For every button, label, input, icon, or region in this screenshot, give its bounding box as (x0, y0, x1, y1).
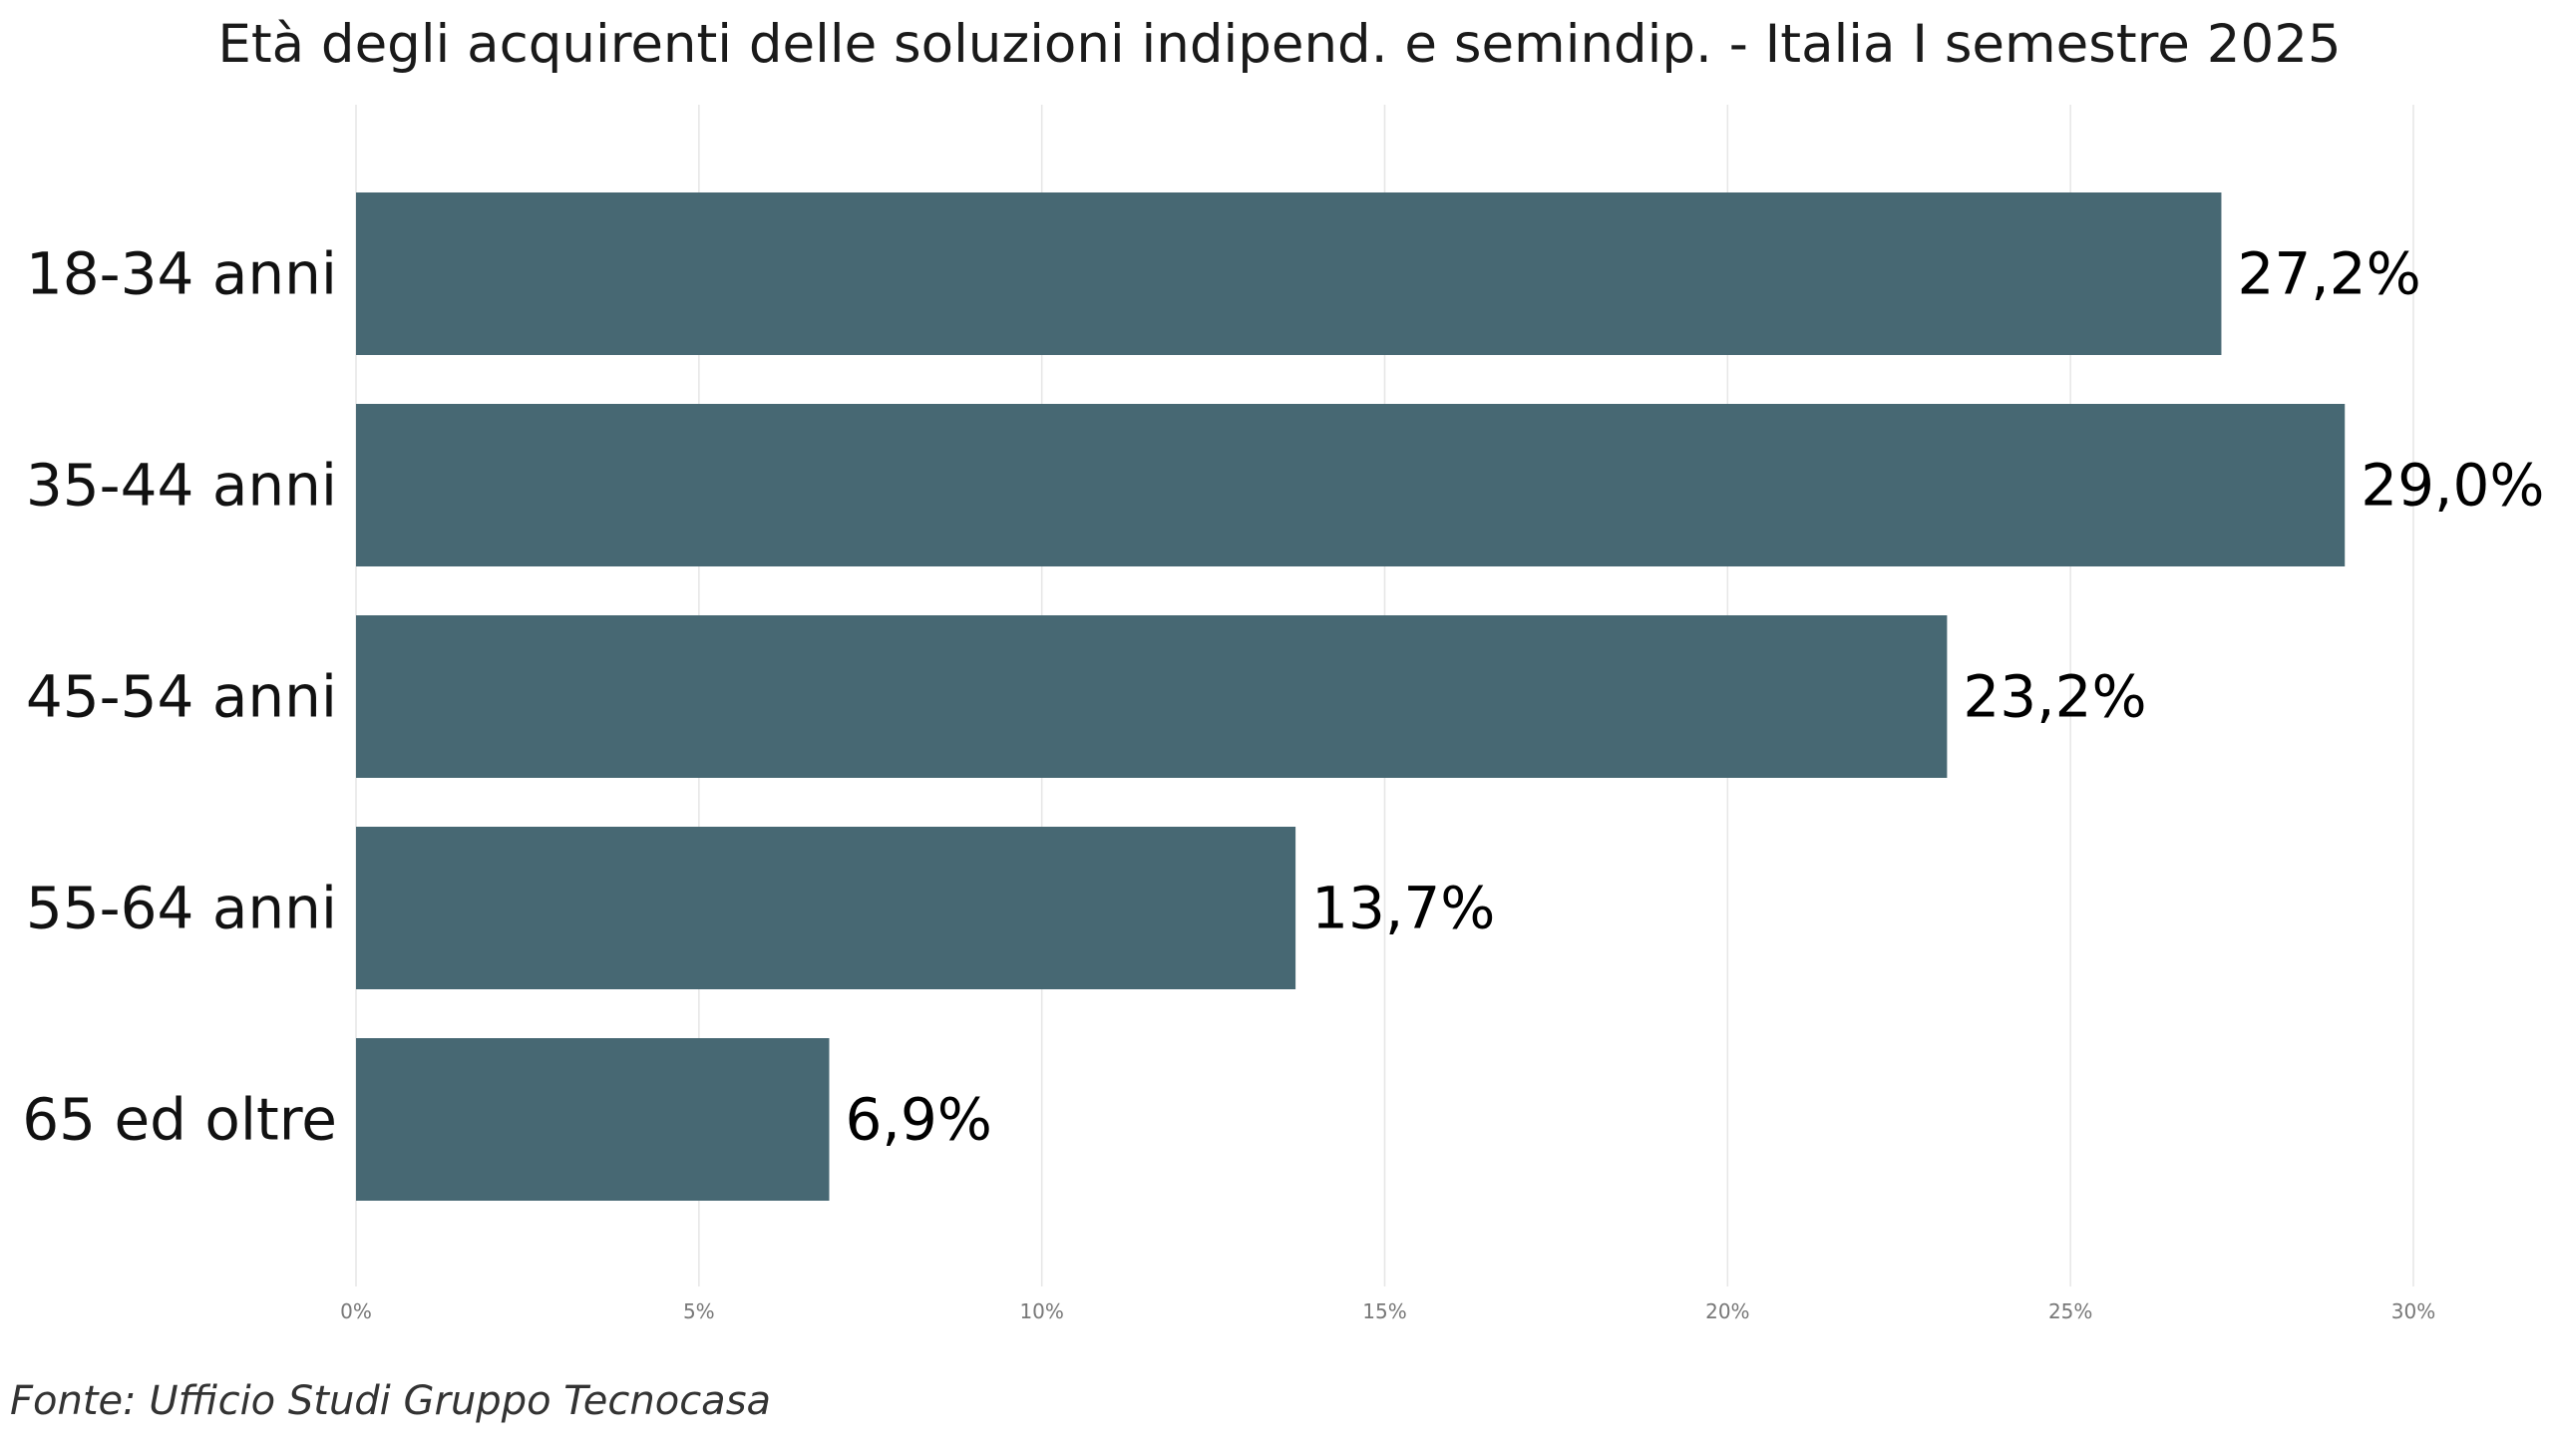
data-label: 6,9% (845, 1086, 991, 1154)
x-axis-ticks: 0% 5% 10% 15% 20% 25% 30% (340, 1299, 2435, 1323)
source-note: Fonte: Ufficio Studi Gruppo Tecnocasa (10, 1378, 771, 1424)
category-label: 55-64 anni (26, 875, 337, 942)
x-tick-label: 5% (683, 1299, 715, 1323)
chart-title: Età degli acquirenti delle soluzioni ind… (217, 14, 2341, 75)
x-tick-label: 0% (340, 1299, 372, 1323)
data-label: 13,7% (1311, 875, 1495, 942)
bar (356, 404, 2346, 566)
category-label: 65 ed oltre (22, 1086, 337, 1154)
category-label: 18-34 anni (26, 240, 337, 308)
data-label: 23,2% (1963, 663, 2146, 731)
bar (356, 192, 2222, 355)
category-label: 45-54 anni (26, 663, 337, 731)
x-tick-label: 10% (1019, 1299, 1063, 1323)
x-tick-label: 15% (1362, 1299, 1406, 1323)
value-labels: 27,2% 29,0% 23,2% 13,7% 6,9% (845, 240, 2544, 1154)
category-label: 35-44 anni (26, 452, 337, 520)
data-label: 27,2% (2237, 240, 2420, 308)
bar (356, 615, 1948, 778)
x-tick-label: 20% (1705, 1299, 1749, 1323)
x-tick-label: 25% (2048, 1299, 2092, 1323)
data-label: 29,0% (2361, 452, 2544, 520)
bar (356, 1038, 830, 1201)
bar (356, 827, 1296, 989)
category-labels: 18-34 anni 35-44 anni 45-54 anni 55-64 anni… (22, 240, 337, 1154)
bars (356, 192, 2346, 1201)
x-tick-label: 30% (2391, 1299, 2435, 1323)
